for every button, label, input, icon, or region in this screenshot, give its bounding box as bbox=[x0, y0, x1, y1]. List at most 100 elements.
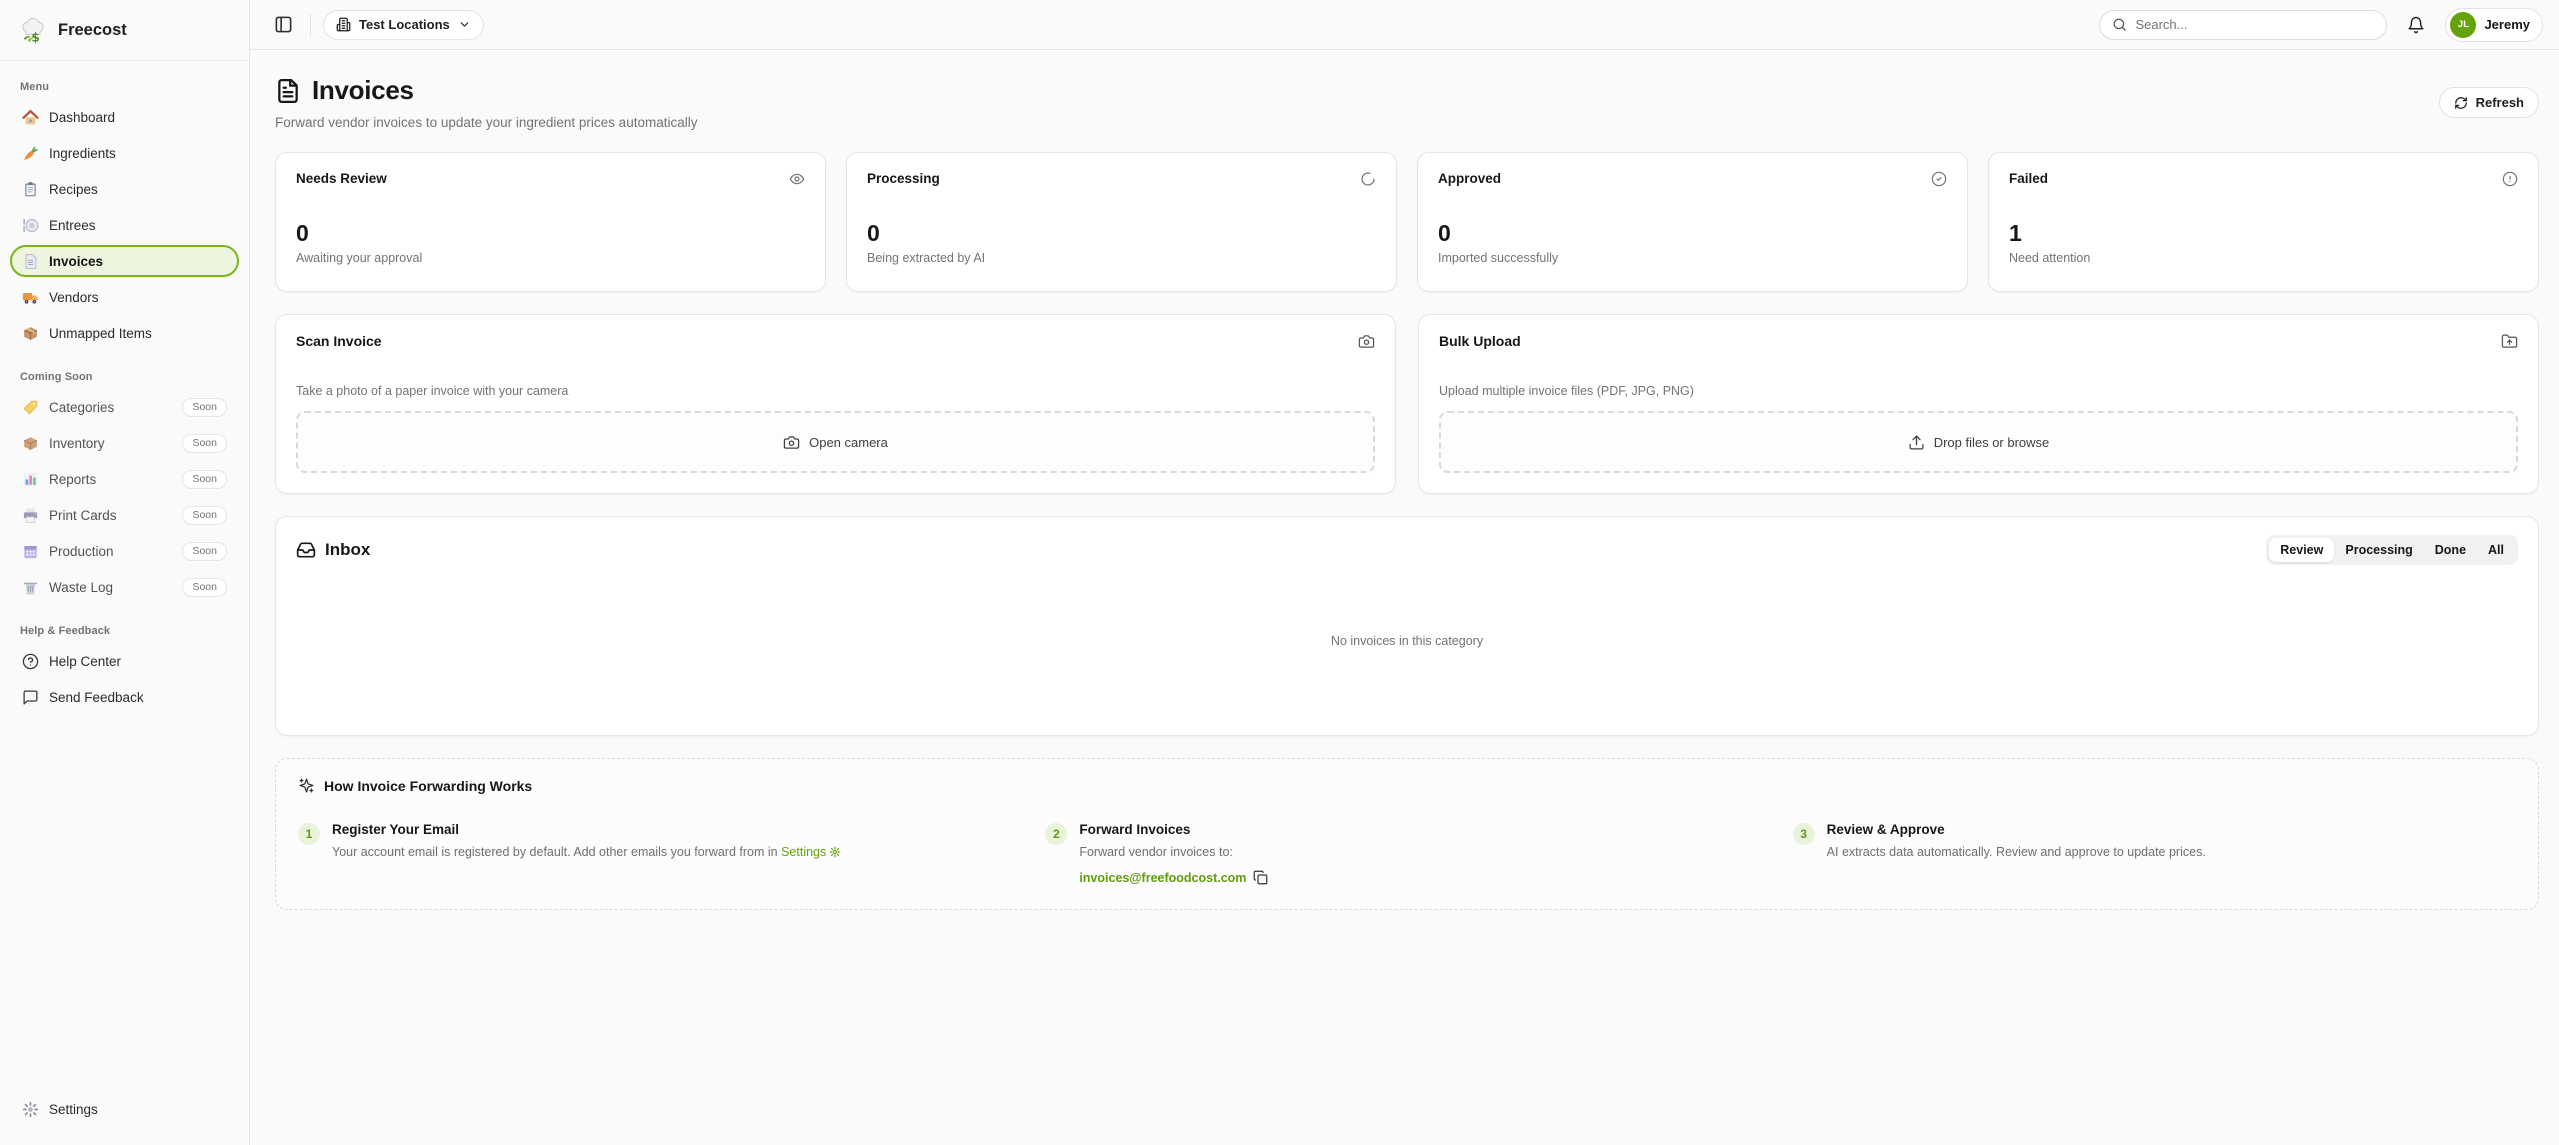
page-icon bbox=[22, 253, 39, 270]
step-description: AI extracts data automatically. Review a… bbox=[1826, 845, 2206, 859]
topbar-divider bbox=[310, 13, 311, 36]
plate-icon bbox=[22, 217, 39, 234]
open-camera-label: Open camera bbox=[809, 434, 888, 450]
sidebar-item-unmapped-items[interactable]: Unmapped Items bbox=[10, 317, 239, 349]
inbox-title: Inbox bbox=[325, 540, 371, 559]
sidebar-item-ingredients[interactable]: Ingredients bbox=[10, 137, 239, 169]
refresh-button[interactable]: Refresh bbox=[2438, 87, 2539, 118]
stat-card-processing[interactable]: Processing 0 Being extracted by AI bbox=[846, 152, 1397, 292]
page-head: Invoices Forward vendor invoices to upda… bbox=[275, 75, 2539, 130]
sidebar-item-label: Vendors bbox=[49, 289, 99, 305]
stat-title: Needs Review bbox=[296, 171, 387, 186]
sidebar-item-waste-log[interactable]: Waste Log Soon bbox=[10, 571, 239, 603]
step-register-email: 1 Register Your Email Your account email… bbox=[298, 822, 1021, 885]
sidebar-item-categories[interactable]: Categories Soon bbox=[10, 391, 239, 423]
stat-card-failed[interactable]: Failed 1 Need attention bbox=[1988, 152, 2539, 292]
sidebar-item-inventory[interactable]: Inventory Soon bbox=[10, 427, 239, 459]
filter-tab-processing[interactable]: Processing bbox=[2334, 538, 2423, 562]
stat-caption: Imported successfully bbox=[1438, 251, 1559, 265]
user-menu-button[interactable]: JL Jeremy bbox=[2445, 7, 2543, 42]
package-icon bbox=[22, 325, 39, 342]
topbar-right: JL Jeremy bbox=[2099, 7, 2543, 42]
message-square-icon bbox=[22, 689, 39, 706]
scan-invoice-card: Scan Invoice Take a photo of a paper inv… bbox=[275, 314, 1396, 494]
folder-up-icon bbox=[2501, 333, 2518, 350]
sidebar-footer: Settings bbox=[0, 1085, 249, 1145]
filter-tab-review[interactable]: Review bbox=[2269, 538, 2335, 562]
copy-email-button[interactable] bbox=[1253, 870, 1268, 885]
settings-link[interactable]: Settings bbox=[781, 843, 841, 861]
help-section-label: Help & Feedback bbox=[20, 625, 111, 637]
soon-badge: Soon bbox=[182, 505, 227, 525]
actions-row: Scan Invoice Take a photo of a paper inv… bbox=[275, 314, 2539, 494]
location-selector-button[interactable]: Test Locations bbox=[323, 9, 484, 40]
step-forward-invoices: 2 Forward Invoices Forward vendor invoic… bbox=[1045, 822, 1768, 885]
sidebar-item-vendors[interactable]: Vendors bbox=[10, 281, 239, 313]
building-icon bbox=[336, 17, 351, 32]
stat-card-needs-review[interactable]: Needs Review 0 Awaiting your approval bbox=[275, 152, 826, 292]
page-subtitle: Forward vendor invoices to update your i… bbox=[275, 115, 698, 130]
bulk-upload-card: Bulk Upload Upload multiple invoice file… bbox=[1418, 314, 2539, 494]
copy-icon bbox=[1253, 870, 1268, 885]
upload-icon bbox=[1908, 434, 1925, 451]
sidebar-toggle-button[interactable] bbox=[268, 10, 298, 40]
sidebar: $ Freecost Menu Dashboard Ingredients Re… bbox=[0, 0, 250, 1145]
coming-soon-section-label: Coming Soon bbox=[20, 371, 93, 383]
sidebar-item-help-center[interactable]: Help Center bbox=[10, 645, 239, 677]
how-it-works-title: How Invoice Forwarding Works bbox=[324, 777, 533, 794]
truck-icon bbox=[22, 289, 39, 306]
sidebar-item-label: Dashboard bbox=[49, 109, 116, 125]
forwarding-email-link[interactable]: invoices@freefoodcost.com bbox=[1079, 870, 1247, 885]
sidebar-item-label: Inventory bbox=[49, 435, 105, 451]
refresh-label: Refresh bbox=[2475, 95, 2524, 110]
sidebar-item-recipes[interactable]: Recipes bbox=[10, 173, 239, 205]
stat-caption: Awaiting your approval bbox=[296, 251, 423, 265]
avatar: JL bbox=[2450, 11, 2477, 38]
soon-badge: Soon bbox=[182, 397, 227, 417]
sidebar-item-label: Settings bbox=[49, 1101, 98, 1117]
app-name: Freecost bbox=[58, 20, 127, 39]
inbox-card: Inbox Review Processing Done All No invo… bbox=[275, 516, 2539, 736]
stat-title: Processing bbox=[867, 171, 940, 186]
printer-icon bbox=[22, 507, 39, 524]
sidebar-item-label: Reports bbox=[49, 471, 97, 487]
step-description: Your account email is registered by defa… bbox=[332, 843, 841, 861]
step-description: Forward vendor invoices to: bbox=[1079, 845, 1233, 859]
soon-badge: Soon bbox=[182, 469, 227, 489]
step-review-approve: 3 Review & Approve AI extracts data auto… bbox=[1792, 822, 2516, 885]
how-it-works-card: How Invoice Forwarding Works 1 Register … bbox=[275, 758, 2539, 911]
sidebar-item-settings[interactable]: Settings bbox=[10, 1093, 239, 1125]
sidebar-item-reports[interactable]: Reports Soon bbox=[10, 463, 239, 495]
trash-icon bbox=[22, 579, 39, 596]
sidebar-item-dashboard[interactable]: Dashboard bbox=[10, 101, 239, 133]
chef-hat-dollar-logo: $ bbox=[18, 15, 48, 45]
bell-icon bbox=[2407, 16, 2425, 34]
stat-title: Approved bbox=[1438, 171, 1502, 186]
filter-tab-all[interactable]: All bbox=[2477, 538, 2515, 562]
open-camera-button[interactable]: Open camera bbox=[296, 411, 1375, 473]
sidebar-item-production[interactable]: Production Soon bbox=[10, 535, 239, 567]
camera-icon bbox=[1358, 333, 1375, 350]
sidebar-item-print-cards[interactable]: Print Cards Soon bbox=[10, 499, 239, 531]
location-selector-label: Test Locations bbox=[359, 17, 450, 32]
filter-tab-done[interactable]: Done bbox=[2424, 538, 2477, 562]
search-input[interactable] bbox=[2135, 17, 2375, 32]
sidebar-item-send-feedback[interactable]: Send Feedback bbox=[10, 681, 239, 713]
drop-files-label: Drop files or browse bbox=[1933, 434, 2050, 450]
sidebar-item-entrees[interactable]: Entrees bbox=[10, 209, 239, 241]
drop-files-button[interactable]: Drop files or browse bbox=[1439, 411, 2518, 473]
sidebar-item-label: Waste Log bbox=[49, 579, 114, 595]
search-box[interactable] bbox=[2099, 9, 2388, 40]
help-circle-icon bbox=[22, 653, 39, 670]
step-title: Forward Invoices bbox=[1079, 822, 1191, 837]
scan-invoice-description: Take a photo of a paper invoice with you… bbox=[296, 384, 569, 398]
page-title: Invoices bbox=[312, 75, 414, 105]
page-content: Invoices Forward vendor invoices to upda… bbox=[250, 50, 2559, 911]
sidebar-item-label: Send Feedback bbox=[49, 689, 144, 705]
sidebar-item-label: Unmapped Items bbox=[49, 325, 152, 341]
house-icon bbox=[22, 109, 39, 126]
stat-card-approved[interactable]: Approved 0 Imported successfully bbox=[1417, 152, 1968, 292]
sidebar-nav: Menu Dashboard Ingredients Recipes Entre… bbox=[0, 61, 249, 1085]
notifications-button[interactable] bbox=[2401, 10, 2431, 40]
sidebar-item-invoices[interactable]: Invoices bbox=[10, 245, 239, 277]
